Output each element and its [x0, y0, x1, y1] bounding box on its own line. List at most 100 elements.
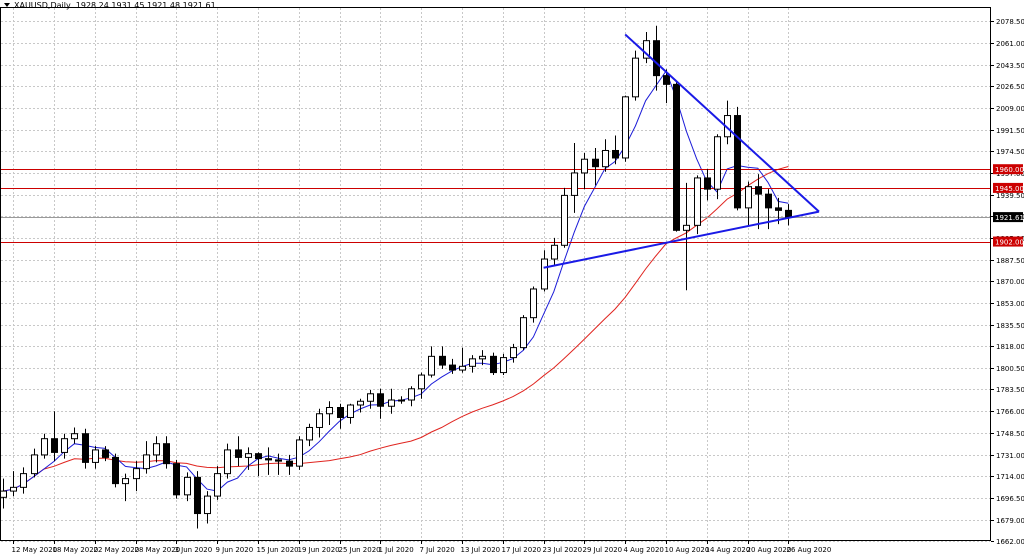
candle: [133, 461, 140, 492]
candle-body: [153, 443, 160, 456]
y-tick-label: 1662.00: [996, 538, 1024, 546]
y-tick-label: 2061.00: [996, 40, 1024, 48]
candle: [41, 433, 48, 459]
candle: [82, 428, 89, 469]
candle-body: [337, 407, 344, 418]
candle-body: [388, 399, 395, 407]
candle: [71, 427, 78, 444]
x-tick-label: 9 Jun 2020: [216, 546, 254, 554]
candle-body: [622, 96, 629, 159]
candle-body: [367, 393, 374, 402]
candle-body: [235, 449, 242, 458]
chart-symbol: XAUUSD,Daily: [14, 1, 71, 10]
candle: [184, 472, 191, 502]
candle: [173, 459, 180, 499]
candle: [439, 346, 446, 369]
candle: [541, 250, 548, 292]
candle-body: [92, 449, 99, 463]
candle: [0, 478, 7, 509]
candle-body: [184, 476, 191, 496]
candle-body: [326, 407, 333, 415]
moving-average-red: [2, 166, 789, 492]
candle: [602, 139, 609, 172]
price-tag-bg: [993, 164, 1023, 175]
candle: [418, 372, 425, 399]
price-tag-label: 1921.61: [995, 214, 1024, 222]
candle-body: [490, 355, 497, 374]
candle: [316, 408, 323, 438]
candle: [194, 471, 201, 529]
candle: [612, 135, 619, 165]
candle: [571, 142, 578, 213]
candle-body: [745, 186, 752, 209]
candle-body: [775, 207, 782, 211]
candle: [683, 182, 690, 291]
candle: [326, 401, 333, 425]
candle-body: [398, 399, 405, 402]
y-tick-label: 2026.50: [996, 83, 1024, 91]
moving-average-blue: [2, 70, 789, 492]
candle: [479, 350, 486, 366]
candle-body: [683, 224, 690, 231]
candle: [214, 466, 221, 500]
candle: [367, 390, 374, 409]
y-tick-label: 1818.00: [996, 343, 1024, 351]
candle-body: [20, 473, 27, 488]
y-tick-label: 1991.50: [996, 127, 1024, 135]
candle: [745, 181, 752, 226]
candle: [224, 443, 231, 479]
candle-body: [643, 40, 650, 59]
candle-body: [347, 404, 354, 418]
candle: [61, 433, 68, 459]
candle-body: [31, 454, 38, 475]
candle: [694, 175, 701, 235]
candle: [275, 453, 282, 475]
x-tick-label: 17 Jul 2020: [502, 546, 542, 554]
candle: [408, 386, 415, 407]
candle-body: [449, 364, 456, 371]
x-tick-label: 28 May 2020: [135, 546, 181, 554]
candle: [337, 403, 344, 429]
candle-body: [61, 438, 68, 453]
candle-body: [459, 365, 466, 371]
candle-body: [255, 453, 262, 460]
candle: [122, 473, 129, 502]
candle: [102, 446, 109, 462]
y-tick-label: 1696.50: [996, 495, 1024, 503]
candle-body: [592, 158, 599, 168]
x-tick-label: 4 Aug 2020: [624, 546, 664, 554]
candle-body: [561, 194, 568, 246]
candle-body: [602, 149, 609, 168]
candle: [592, 147, 599, 186]
candle-body: [71, 433, 78, 440]
x-tick-label: 10 Aug 2020: [665, 546, 710, 554]
candle: [459, 347, 466, 373]
candle: [51, 411, 58, 462]
y-tick-label: 1887.50: [996, 257, 1024, 265]
price-tag-label: 1960.00: [995, 166, 1024, 174]
candle: [581, 152, 588, 190]
candle: [112, 453, 119, 488]
candle-body: [530, 288, 537, 319]
y-tick-label: 1714.00: [996, 473, 1024, 481]
x-tick-label: 29 Jul 2020: [583, 546, 623, 554]
candle-body: [173, 463, 180, 496]
chevron-down-icon[interactable]: [4, 3, 10, 7]
candle-body: [520, 317, 527, 349]
candle: [388, 388, 395, 414]
candle: [296, 436, 303, 470]
candle: [357, 398, 364, 413]
candle-body: [714, 136, 721, 190]
candle: [755, 174, 762, 230]
candle: [286, 454, 293, 475]
candle: [204, 491, 211, 524]
candle: [734, 106, 741, 211]
candle-body: [551, 244, 558, 260]
candle: [500, 353, 507, 376]
candle-body: [479, 355, 486, 360]
candle: [20, 467, 27, 494]
chart-ohlc: 1928.24 1931.45 1921.48 1921.61: [75, 1, 216, 10]
candle: [632, 50, 639, 101]
